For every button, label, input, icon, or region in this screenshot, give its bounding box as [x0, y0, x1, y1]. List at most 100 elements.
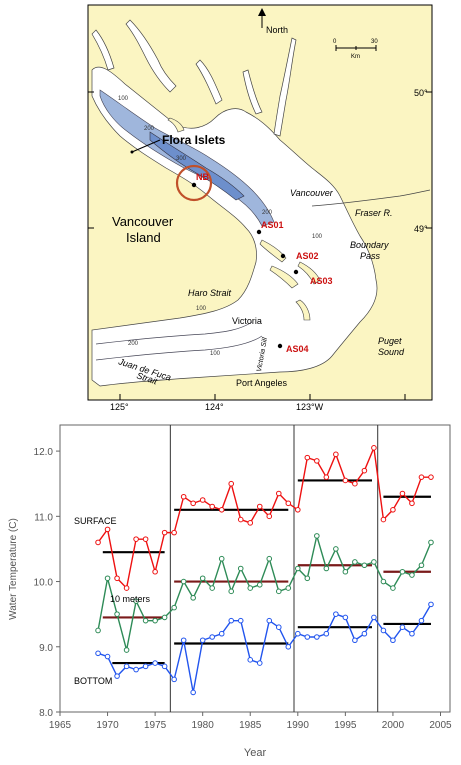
haro-strait-label: Haro Strait	[188, 288, 232, 298]
station-as03-marker	[293, 269, 299, 275]
data-point	[123, 647, 130, 653]
data-point	[95, 539, 101, 546]
station-as02-label: AS02	[296, 251, 319, 261]
data-point	[333, 546, 339, 552]
y-axis-label: Water Temperature (C)	[8, 518, 19, 620]
data-point	[399, 568, 406, 575]
data-point	[152, 617, 158, 624]
x-tick-label: 2000	[382, 720, 405, 731]
data-point	[114, 575, 120, 582]
data-point	[333, 451, 339, 458]
north-arrow-head-icon	[258, 8, 266, 16]
data-point	[380, 627, 387, 634]
data-point	[409, 572, 415, 578]
data-point	[256, 582, 263, 588]
map-gulf-island	[269, 265, 299, 289]
data-point	[237, 617, 244, 624]
fraser-river-label: Fraser R.	[355, 208, 393, 218]
data-point	[228, 588, 235, 595]
data-point	[209, 634, 215, 640]
series-line	[97, 445, 431, 590]
data-point	[342, 477, 349, 484]
data-point	[104, 653, 111, 660]
depth-label: 100	[196, 306, 207, 312]
data-point	[123, 663, 130, 670]
station-as04-label: AS04	[286, 344, 309, 354]
data-point	[161, 614, 168, 621]
scale-max: 30	[371, 39, 378, 45]
data-point	[95, 650, 101, 657]
x-tick-label: 1975	[144, 720, 167, 731]
vancouver-island-label: Island	[126, 230, 161, 245]
x-tick-label: 1980	[192, 720, 215, 731]
data-point	[247, 520, 254, 526]
data-point	[104, 526, 111, 533]
station-nb-marker	[191, 182, 197, 188]
series-label-surface: SURFACE	[74, 516, 117, 526]
data-point	[237, 516, 244, 523]
x-tick-label: 2005	[429, 720, 452, 731]
data-point	[228, 480, 235, 487]
data-point	[295, 565, 301, 572]
data-point	[390, 637, 396, 644]
data-point	[209, 503, 215, 510]
depth-label: 100	[118, 96, 129, 102]
data-point	[304, 454, 311, 461]
data-point	[352, 637, 358, 644]
scale-unit: Km	[351, 54, 360, 60]
x-tick-label: 1985	[239, 720, 262, 731]
data-point	[171, 529, 177, 536]
data-point	[142, 617, 149, 624]
data-point	[380, 578, 387, 585]
data-point	[237, 565, 244, 572]
lat-label-49: 49°	[414, 224, 428, 234]
data-point	[371, 445, 377, 451]
data-point	[342, 568, 349, 575]
data-point	[304, 575, 311, 582]
data-point	[314, 458, 320, 464]
data-point	[285, 643, 292, 650]
plot-frame	[59, 424, 451, 713]
data-point	[285, 500, 292, 507]
data-point	[399, 624, 406, 631]
nb-circle	[175, 164, 213, 202]
data-point	[361, 630, 368, 637]
y-tick-label: 9.0	[39, 643, 53, 654]
depth-label: 200	[128, 341, 139, 347]
data-point	[152, 660, 158, 666]
data-point	[190, 595, 196, 601]
boundary-pass-label: Pass	[360, 251, 381, 261]
lat-label-50: 50°	[414, 88, 428, 98]
data-point	[323, 474, 330, 480]
data-point	[428, 601, 434, 608]
port-angeles-label: Port Angeles	[236, 378, 288, 388]
data-point	[428, 474, 434, 480]
data-point	[199, 497, 206, 503]
map-gulf-island	[259, 239, 287, 263]
data-point	[114, 611, 120, 617]
data-point	[323, 630, 330, 637]
data-point	[218, 506, 225, 513]
vancouver-city-label: Vancouver	[290, 188, 334, 198]
data-point	[142, 663, 149, 670]
map-gulf-island	[295, 299, 311, 321]
data-point	[409, 630, 415, 637]
data-point	[247, 657, 254, 663]
lon-label-123: 123°W	[296, 402, 324, 412]
data-point	[418, 562, 425, 569]
data-point	[361, 562, 368, 569]
series-label-10-meters: 10 meters	[110, 594, 151, 604]
data-point	[275, 588, 282, 595]
depth-label: 200	[262, 210, 273, 216]
water-temperature-chart: 8.0 9.0 10.0 11.0 12.0 1965 1970 1975 1980 1985 1…	[8, 424, 452, 759]
data-point	[161, 529, 168, 536]
north-label: North	[266, 25, 288, 35]
data-point	[180, 637, 187, 644]
strait-of-georgia-map: North 0 30 Km 50° 49° 125° 124° 123°W 10…	[87, 4, 433, 412]
depth-label: 200	[144, 126, 155, 132]
map-inlet	[242, 69, 263, 115]
station-nb-label: NB	[196, 172, 209, 182]
data-point	[295, 506, 301, 513]
station-as03-label: AS03	[310, 276, 333, 286]
data-point	[161, 663, 168, 670]
